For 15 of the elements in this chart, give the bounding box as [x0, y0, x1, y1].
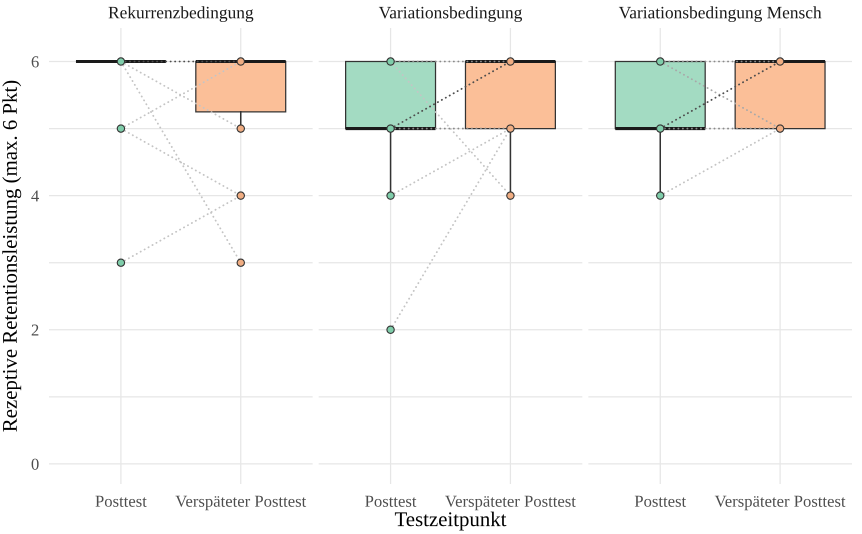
x-tick-label: Posttest	[365, 496, 416, 507]
chart-title: Variationsbedingung	[378, 6, 522, 22]
chart-title: Variationsbedingung Mensch	[618, 6, 822, 22]
chart-title: Rekurrenzbedingung	[108, 6, 254, 22]
x-axis-title: Testzeitpunkt	[394, 512, 506, 531]
x-tick-label: Verspäteter Posttest	[714, 496, 846, 510]
y-tick-label: 6	[32, 56, 39, 68]
y-tick-label: 4	[31, 190, 40, 202]
y-tick-label: 2	[32, 324, 38, 336]
x-tick-label: Verspäteter Posttest	[445, 496, 576, 510]
x-tick-label: Posttest	[634, 496, 686, 507]
x-tick-label: Verspäteter Posttest	[175, 496, 306, 510]
y-axis-title: Rezeptive Retentionsleistung (max. 6 Pkt)	[2, 80, 22, 432]
x-tick-label: Posttest	[95, 496, 147, 507]
y-tick-label: 0	[32, 458, 39, 470]
